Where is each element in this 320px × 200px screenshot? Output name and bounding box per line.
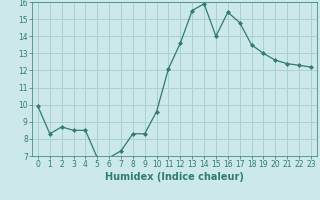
X-axis label: Humidex (Indice chaleur): Humidex (Indice chaleur) [105,172,244,182]
